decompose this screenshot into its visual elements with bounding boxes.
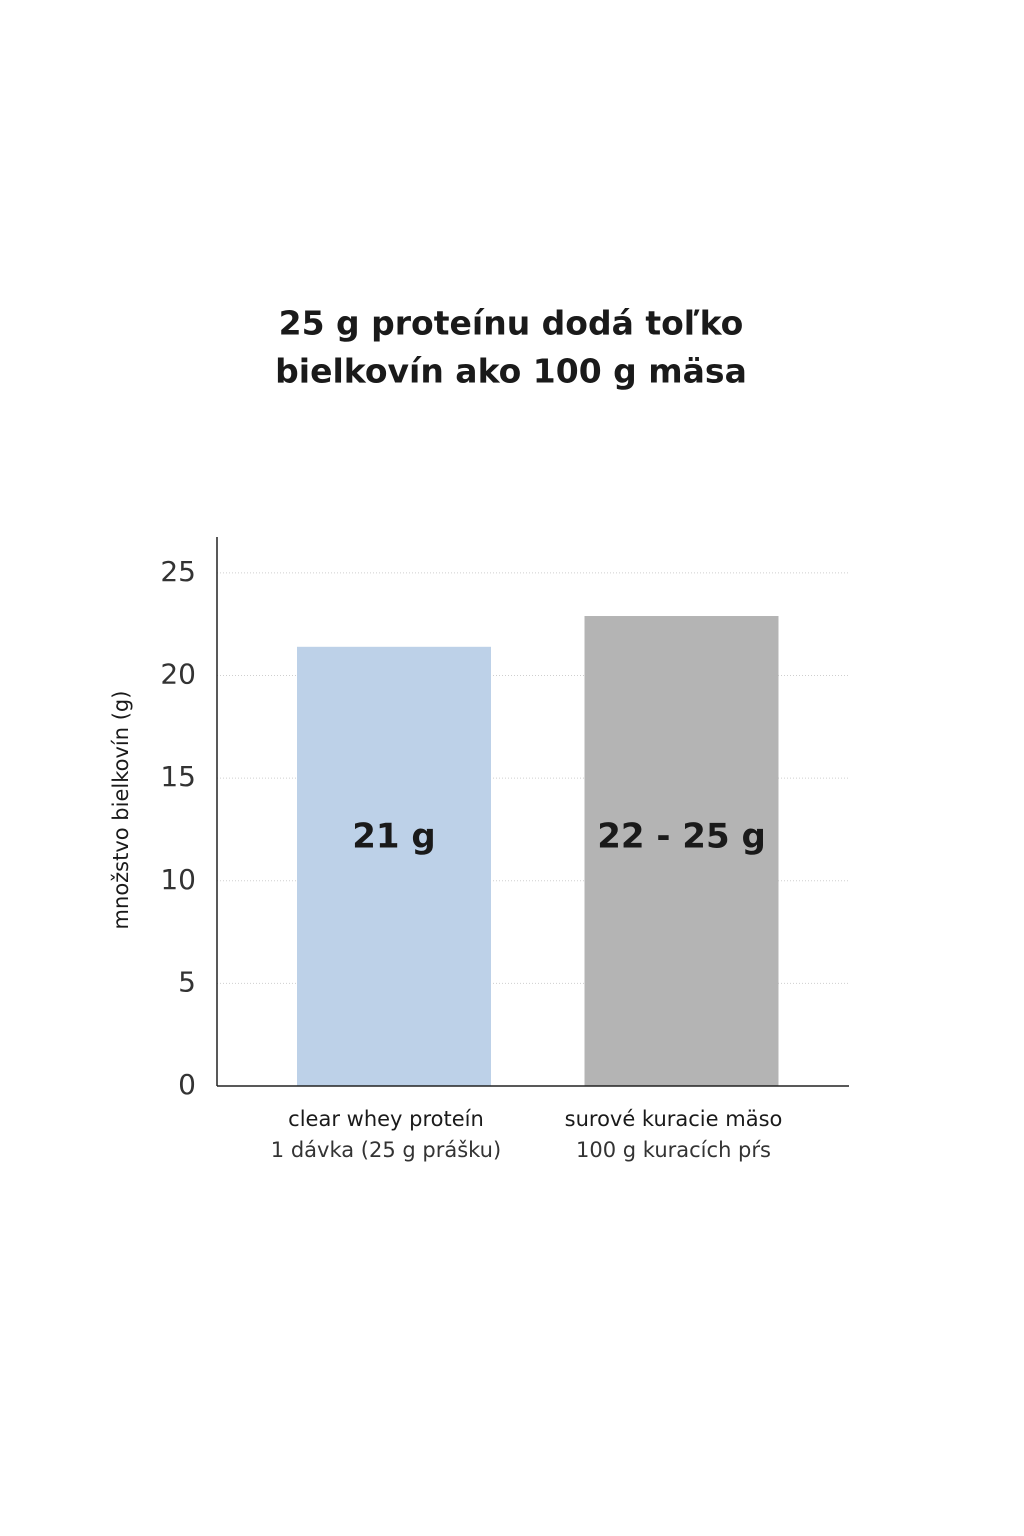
- x-tick-note: 1 dávka (25 g prášku): [271, 1138, 501, 1162]
- x-tick-label: surové kuracie mäso: [565, 1107, 783, 1131]
- y-tick-label: 25: [160, 555, 196, 588]
- y-tick-label: 10: [160, 863, 196, 896]
- y-tick-label: 0: [178, 1068, 196, 1101]
- y-tick-label: 15: [160, 760, 196, 793]
- value-label: 21 g: [352, 817, 436, 857]
- chart-title: 25 g proteínu dodá toľko: [279, 304, 744, 343]
- y-tick-label: 20: [160, 658, 196, 691]
- y-tick-label: 5: [178, 965, 196, 998]
- chart-title: bielkovín ako 100 g mäsa: [275, 352, 747, 391]
- value-label: 22 - 25 g: [597, 817, 766, 857]
- y-axis-label: množstvo bielkovín (g): [109, 691, 133, 930]
- bar: [297, 646, 491, 1086]
- x-tick-note: 100 g kuracích pŕs: [576, 1138, 771, 1162]
- bar: [584, 616, 779, 1086]
- x-tick-label: clear whey proteín: [288, 1107, 484, 1131]
